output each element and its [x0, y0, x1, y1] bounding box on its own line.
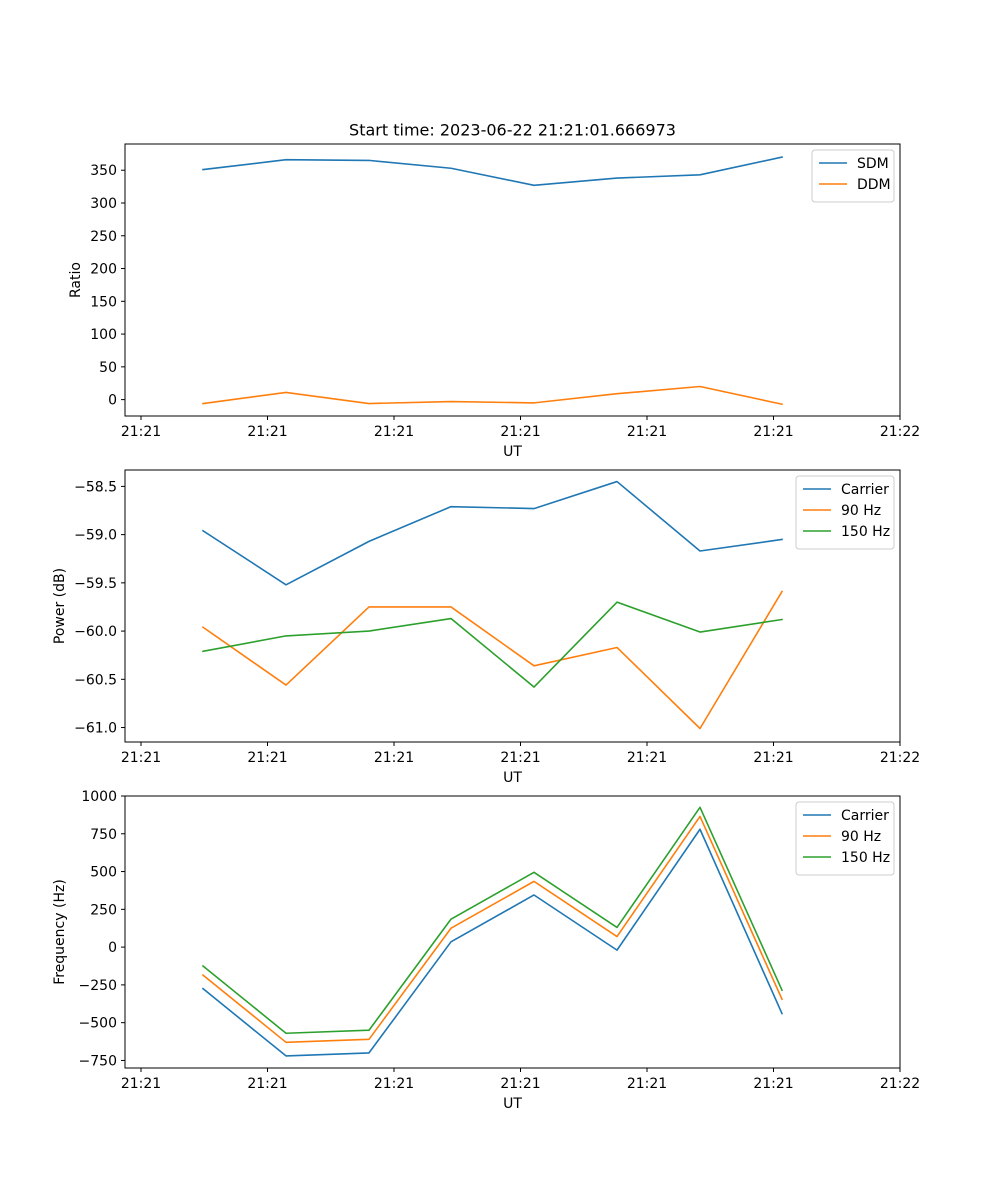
- frequency-x-tick-label: 21:21: [627, 1076, 667, 1092]
- ratio-y-tick-label: 50: [99, 360, 117, 376]
- frequency-axes-frame: [124, 795, 901, 1069]
- frequency-legend-label-90-hz: 90 Hz: [841, 829, 881, 845]
- frequency-series-150-hz-line: [201, 806, 784, 1035]
- power-y-tick-label: −60.0: [74, 624, 117, 640]
- power-y-tick-label: −59.0: [74, 528, 117, 544]
- power-x-tick-label: 21:21: [247, 750, 287, 766]
- power-panel: 21:21 21:21 21:21 21:21 21:21 21:21 21:22 −61.0…: [52, 469, 920, 786]
- ratio-y-tick-label: 300: [90, 196, 117, 212]
- power-x-tick-label: 21:21: [121, 750, 161, 766]
- power-x-tick-label: 21:21: [627, 750, 667, 766]
- power-y-tick-label: −58.5: [74, 479, 117, 495]
- ratio-x-tick-label: 21:21: [374, 424, 414, 440]
- ratio-y-tick-label: 0: [108, 393, 117, 409]
- ratio-y-tick-label: 150: [90, 294, 117, 310]
- ratio-legend: SDM DDM: [811, 149, 895, 203]
- ratio-legend-label-ddm: DDM: [857, 177, 891, 193]
- power-legend-label-150-hz: 150 Hz: [841, 524, 890, 540]
- ratio-x-tick-label: 21:21: [500, 424, 540, 440]
- power-legend-label-90-hz: 90 Hz: [841, 503, 881, 519]
- ratio-x-tick-label: 21:21: [753, 424, 793, 440]
- frequency-y-tick-label: 250: [90, 902, 117, 918]
- power-series-carrier-line: [201, 480, 783, 586]
- power-y-tick-label: −61.0: [74, 721, 117, 737]
- ratio-x-axis-label: UT: [503, 444, 522, 460]
- power-x-tick-label: 21:22: [880, 750, 920, 766]
- ratio-y-axis-label: Ratio: [68, 262, 84, 298]
- frequency-legend: Carrier 90 Hz 150 Hz: [795, 801, 895, 876]
- ratio-y-tick-label: 200: [90, 262, 117, 278]
- frequency-panel: 21:21 21:21 21:21 21:21 21:21 21:21 21:22 −750 −…: [52, 789, 920, 1112]
- ratio-x-tick-label: 21:21: [627, 424, 667, 440]
- frequency-x-tick-label: 21:21: [500, 1076, 540, 1092]
- frequency-series-90-hz-line: [201, 815, 784, 1044]
- frequency-y-tick-label: 500: [90, 865, 117, 881]
- power-series-90-hz-line: [201, 590, 784, 730]
- power-axes-frame: [124, 469, 901, 743]
- frequency-legend-label-150-hz: 150 Hz: [841, 850, 890, 866]
- frequency-x-tick-label: 21:21: [374, 1076, 414, 1092]
- power-series-150-hz-line: [202, 601, 783, 688]
- power-x-tick-label: 21:21: [374, 750, 414, 766]
- ratio-x-tick-label: 21:22: [880, 424, 920, 440]
- frequency-y-tick-label: −500: [79, 1016, 117, 1032]
- frequency-x-tick-label: 21:22: [880, 1076, 920, 1092]
- frequency-y-tick-label: −250: [79, 978, 117, 994]
- power-x-tick-label: 21:21: [500, 750, 540, 766]
- frequency-y-axis-label: Frequency (Hz): [52, 879, 68, 985]
- ratio-y-tick-label: 350: [90, 163, 117, 179]
- chart-title: Start time: 2023-06-22 21:21:01.666973: [349, 121, 676, 140]
- frequency-x-axis-label: UT: [503, 1096, 522, 1112]
- frequency-x-tick-label: 21:21: [121, 1076, 161, 1092]
- ratio-series-ddm-line: [202, 385, 783, 406]
- frequency-series-carrier-line: [201, 828, 784, 1057]
- frequency-legend-label-carrier: Carrier: [841, 808, 889, 824]
- power-x-axis-label: UT: [503, 770, 522, 786]
- ratio-x-tick-label: 21:21: [247, 424, 287, 440]
- ratio-axes-frame: [124, 143, 901, 417]
- ratio-x-tick-label: 21:21: [121, 424, 161, 440]
- ratio-series-sdm-line: [202, 156, 783, 187]
- power-legend-label-carrier: Carrier: [841, 482, 889, 498]
- frequency-x-tick-label: 21:21: [753, 1076, 793, 1092]
- power-legend: Carrier 90 Hz 150 Hz: [795, 475, 895, 550]
- power-y-tick-label: −60.5: [74, 672, 117, 688]
- frequency-x-tick-label: 21:21: [247, 1076, 287, 1092]
- frequency-y-tick-label: 750: [90, 827, 117, 843]
- ratio-panel: 21:21 21:21 21:21 21:21 21:21 21:21 21:22 0 50 10…: [68, 143, 920, 460]
- ratio-y-tick-label: 100: [90, 327, 117, 343]
- frequency-y-tick-label: 1000: [81, 789, 117, 805]
- ratio-legend-label-sdm: SDM: [857, 156, 889, 172]
- frequency-y-tick-label: −750: [79, 1053, 117, 1069]
- ratio-y-tick-label: 250: [90, 229, 117, 245]
- power-x-tick-label: 21:21: [753, 750, 793, 766]
- power-y-axis-label: Power (dB): [52, 568, 68, 644]
- power-y-tick-label: −59.5: [74, 576, 117, 592]
- frequency-y-tick-label: 0: [108, 940, 117, 956]
